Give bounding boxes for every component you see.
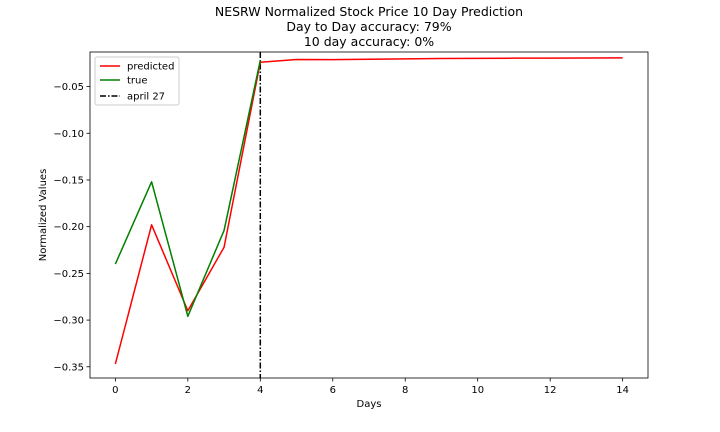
legend: predicted true april 27 [94, 56, 180, 106]
y-tick-label: −0.05 [53, 82, 84, 93]
chart-title: NESRW Normalized Stock Price 10 Day Pred… [215, 4, 523, 49]
legend-box [94, 56, 180, 106]
legend-label-april-27: april 27 [127, 92, 165, 103]
x-tick-label: 10 [471, 385, 484, 396]
legend-label-predicted: predicted [127, 62, 174, 73]
x-tick-label: 14 [616, 385, 629, 396]
plot-area [89, 51, 649, 379]
x-tick-label: 0 [112, 385, 118, 396]
legend-label-true: true [127, 76, 148, 87]
x-tick-label: 2 [185, 385, 191, 396]
y-tick-label: −0.25 [53, 269, 84, 280]
y-tick-label: −0.15 [53, 175, 84, 186]
x-tick-label: 4 [257, 385, 263, 396]
title-line-3: 10 day accuracy: 0% [304, 34, 434, 49]
x-tick-label: 6 [330, 385, 336, 396]
y-tick-label: −0.35 [53, 362, 84, 373]
plot-frame [89, 51, 649, 379]
title-line-1: NESRW Normalized Stock Price 10 Day Pred… [215, 4, 523, 19]
y-tick-label: −0.20 [53, 222, 84, 233]
x-axis-label: Days [357, 399, 382, 410]
series-line-true [114, 60, 262, 318]
x-axis: 0 2 4 6 8 10 12 14 [112, 378, 629, 396]
x-tick-label: 8 [402, 385, 408, 396]
series-lines [114, 52, 623, 378]
x-tick-label: 12 [544, 385, 557, 396]
y-tick-label: −0.10 [53, 129, 84, 140]
y-axis: −0.35 −0.30 −0.25 −0.20 −0.15 −0.10 −0.05 [53, 82, 90, 373]
y-axis-label: Normalized Values [38, 169, 49, 262]
series-line-predicted [114, 57, 623, 365]
title-line-2: Day to Day accuracy: 79% [286, 19, 451, 34]
y-tick-label: −0.30 [53, 316, 84, 327]
